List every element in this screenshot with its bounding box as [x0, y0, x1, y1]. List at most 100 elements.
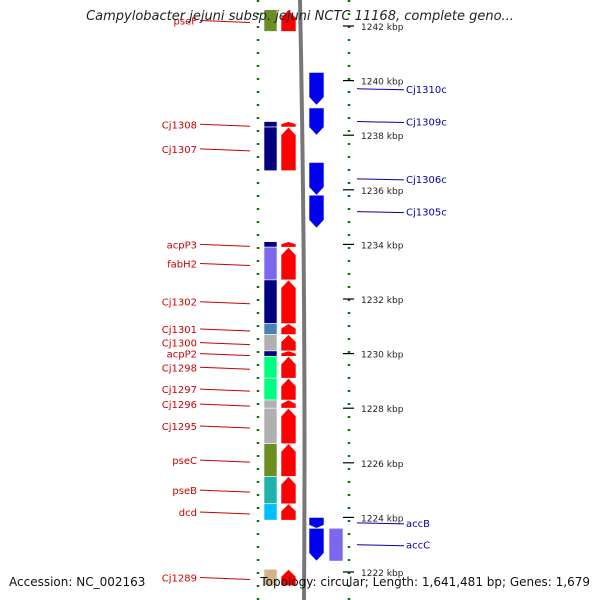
forward-gene-arrow[interactable]: [280, 377, 297, 401]
reverse-gene-arrow[interactable]: [308, 107, 325, 136]
gene-label[interactable]: Cj1297: [162, 385, 197, 396]
gene-label[interactable]: Cj1310c: [406, 85, 447, 96]
gene-label[interactable]: Cj1309c: [406, 118, 447, 129]
gene-label[interactable]: pseB: [172, 486, 197, 497]
cog-bar-forward: [263, 503, 278, 521]
gene-label-leader: [199, 403, 251, 407]
cog-bar-forward: [263, 476, 278, 505]
cog-bar-forward: [263, 323, 278, 335]
forward-gene-arrow[interactable]: [280, 121, 297, 128]
gene-label[interactable]: dcd: [179, 508, 197, 519]
forward-gene-arrow[interactable]: [280, 246, 297, 281]
scale-tick-label: 1228 kbp: [361, 405, 404, 415]
cog-bar-forward: [263, 356, 278, 379]
map-title: Campylobacter jejuni subsp. jejuni NCTC …: [86, 9, 514, 24]
scale-tick-label: 1226 kbp: [361, 460, 404, 470]
topology-text: Topology: circular; Length: 1,641,481 bp…: [260, 575, 590, 589]
gene-label-leader: [356, 178, 405, 181]
forward-gene-arrow[interactable]: [280, 355, 297, 379]
reverse-gene-arrow[interactable]: [308, 517, 325, 529]
gene-label-leader: [199, 489, 251, 493]
gene-label-leader: [199, 20, 251, 24]
gene-label[interactable]: accC: [406, 541, 430, 552]
cog-bar-reverse: [328, 528, 344, 562]
cog-bar-forward: [263, 121, 278, 128]
gene-label-leader: [199, 366, 251, 370]
gene-label-leader: [199, 576, 251, 580]
gene-label[interactable]: acpP3: [167, 240, 197, 251]
scale-tick-label: 1238 kbp: [361, 132, 404, 142]
scale-tick-label: 1236 kbp: [361, 187, 404, 197]
forward-gene-arrow[interactable]: [280, 241, 297, 248]
genome-backbone: [298, 0, 307, 600]
forward-gene-arrow[interactable]: [280, 350, 297, 357]
forward-gene-arrow[interactable]: [280, 503, 297, 521]
gene-label-leader: [199, 511, 251, 515]
forward-gene-arrow[interactable]: [280, 323, 297, 335]
scale-tick-label: 1224 kbp: [361, 514, 404, 524]
gene-label[interactable]: Cj1302: [162, 298, 197, 309]
accession-text: Accession: NC_002163: [9, 575, 146, 589]
gene-label-leader: [199, 243, 251, 247]
scale-tick-label: 1240 kbp: [361, 78, 404, 88]
reverse-gene-arrow[interactable]: [308, 72, 325, 106]
gene-label-leader: [356, 211, 405, 214]
reverse-gene-arrow[interactable]: [308, 162, 325, 196]
cog-bar-forward: [263, 443, 278, 477]
cog-bar-forward: [263, 350, 278, 357]
cog-bar-forward: [263, 407, 278, 444]
gene-label[interactable]: accB: [406, 519, 430, 530]
cog-bar-forward: [263, 241, 278, 248]
cog-bar-forward: [263, 126, 278, 171]
gene-label-leader: [356, 544, 405, 547]
forward-gene-arrow[interactable]: [280, 443, 297, 477]
gene-label[interactable]: Cj1298: [162, 363, 197, 374]
cog-bar-forward: [263, 377, 278, 401]
gene-label[interactable]: Cj1307: [162, 145, 197, 156]
gene-label-leader: [356, 88, 405, 91]
reverse-gene-arrow[interactable]: [308, 194, 325, 229]
gene-label[interactable]: Cj1296: [162, 400, 197, 411]
gene-label[interactable]: Cj1306c: [406, 175, 447, 186]
gene-label-leader: [199, 148, 251, 152]
forward-gene-arrow[interactable]: [280, 9, 297, 32]
scale-tick-label: 1232 kbp: [361, 296, 404, 306]
gene-label-leader: [199, 425, 251, 429]
cog-bar-forward: [263, 279, 278, 324]
forward-gene-arrow[interactable]: [280, 407, 297, 444]
cog-bar-forward: [263, 246, 278, 281]
cog-bar-forward: [263, 568, 278, 586]
gene-label[interactable]: Cj1295: [162, 422, 197, 433]
gene-label-leader: [199, 263, 251, 267]
gene-label-leader: [356, 121, 405, 124]
gene-label-leader: [199, 388, 251, 392]
gene-label[interactable]: Cj1308: [162, 120, 197, 131]
gene-label-leader: [356, 522, 405, 525]
gene-label-leader: [199, 328, 251, 332]
gene-label-leader: [199, 301, 251, 305]
gene-label[interactable]: Cj1289: [162, 573, 197, 584]
forward-gene-arrow[interactable]: [280, 279, 297, 324]
cog-bar-forward: [263, 334, 278, 352]
scale-tick-label: 1230 kbp: [361, 351, 404, 361]
cog-bar-forward: [263, 399, 278, 409]
gene-label-leader: [199, 459, 251, 463]
gene-label[interactable]: Cj1301: [162, 325, 197, 336]
forward-gene-arrow[interactable]: [280, 334, 297, 352]
scale-tick-label: 1234 kbp: [361, 241, 404, 251]
gene-label[interactable]: Cj1300: [162, 339, 197, 350]
scale-tick-label: 1222 kbp: [361, 569, 404, 579]
gene-label-leader: [199, 123, 251, 127]
forward-gene-arrow[interactable]: [280, 568, 297, 586]
gene-label-leader: [199, 353, 251, 357]
gene-label[interactable]: fabH2: [167, 260, 197, 271]
gene-label[interactable]: acpP2: [167, 350, 197, 361]
gene-label[interactable]: Cj1305c: [406, 208, 447, 219]
forward-gene-arrow[interactable]: [280, 126, 297, 171]
gene-label[interactable]: pseF: [174, 17, 198, 28]
reverse-gene-arrow[interactable]: [308, 528, 325, 562]
forward-gene-arrow[interactable]: [280, 399, 297, 409]
gene-label[interactable]: pseC: [172, 456, 197, 467]
forward-gene-arrow[interactable]: [280, 476, 297, 505]
